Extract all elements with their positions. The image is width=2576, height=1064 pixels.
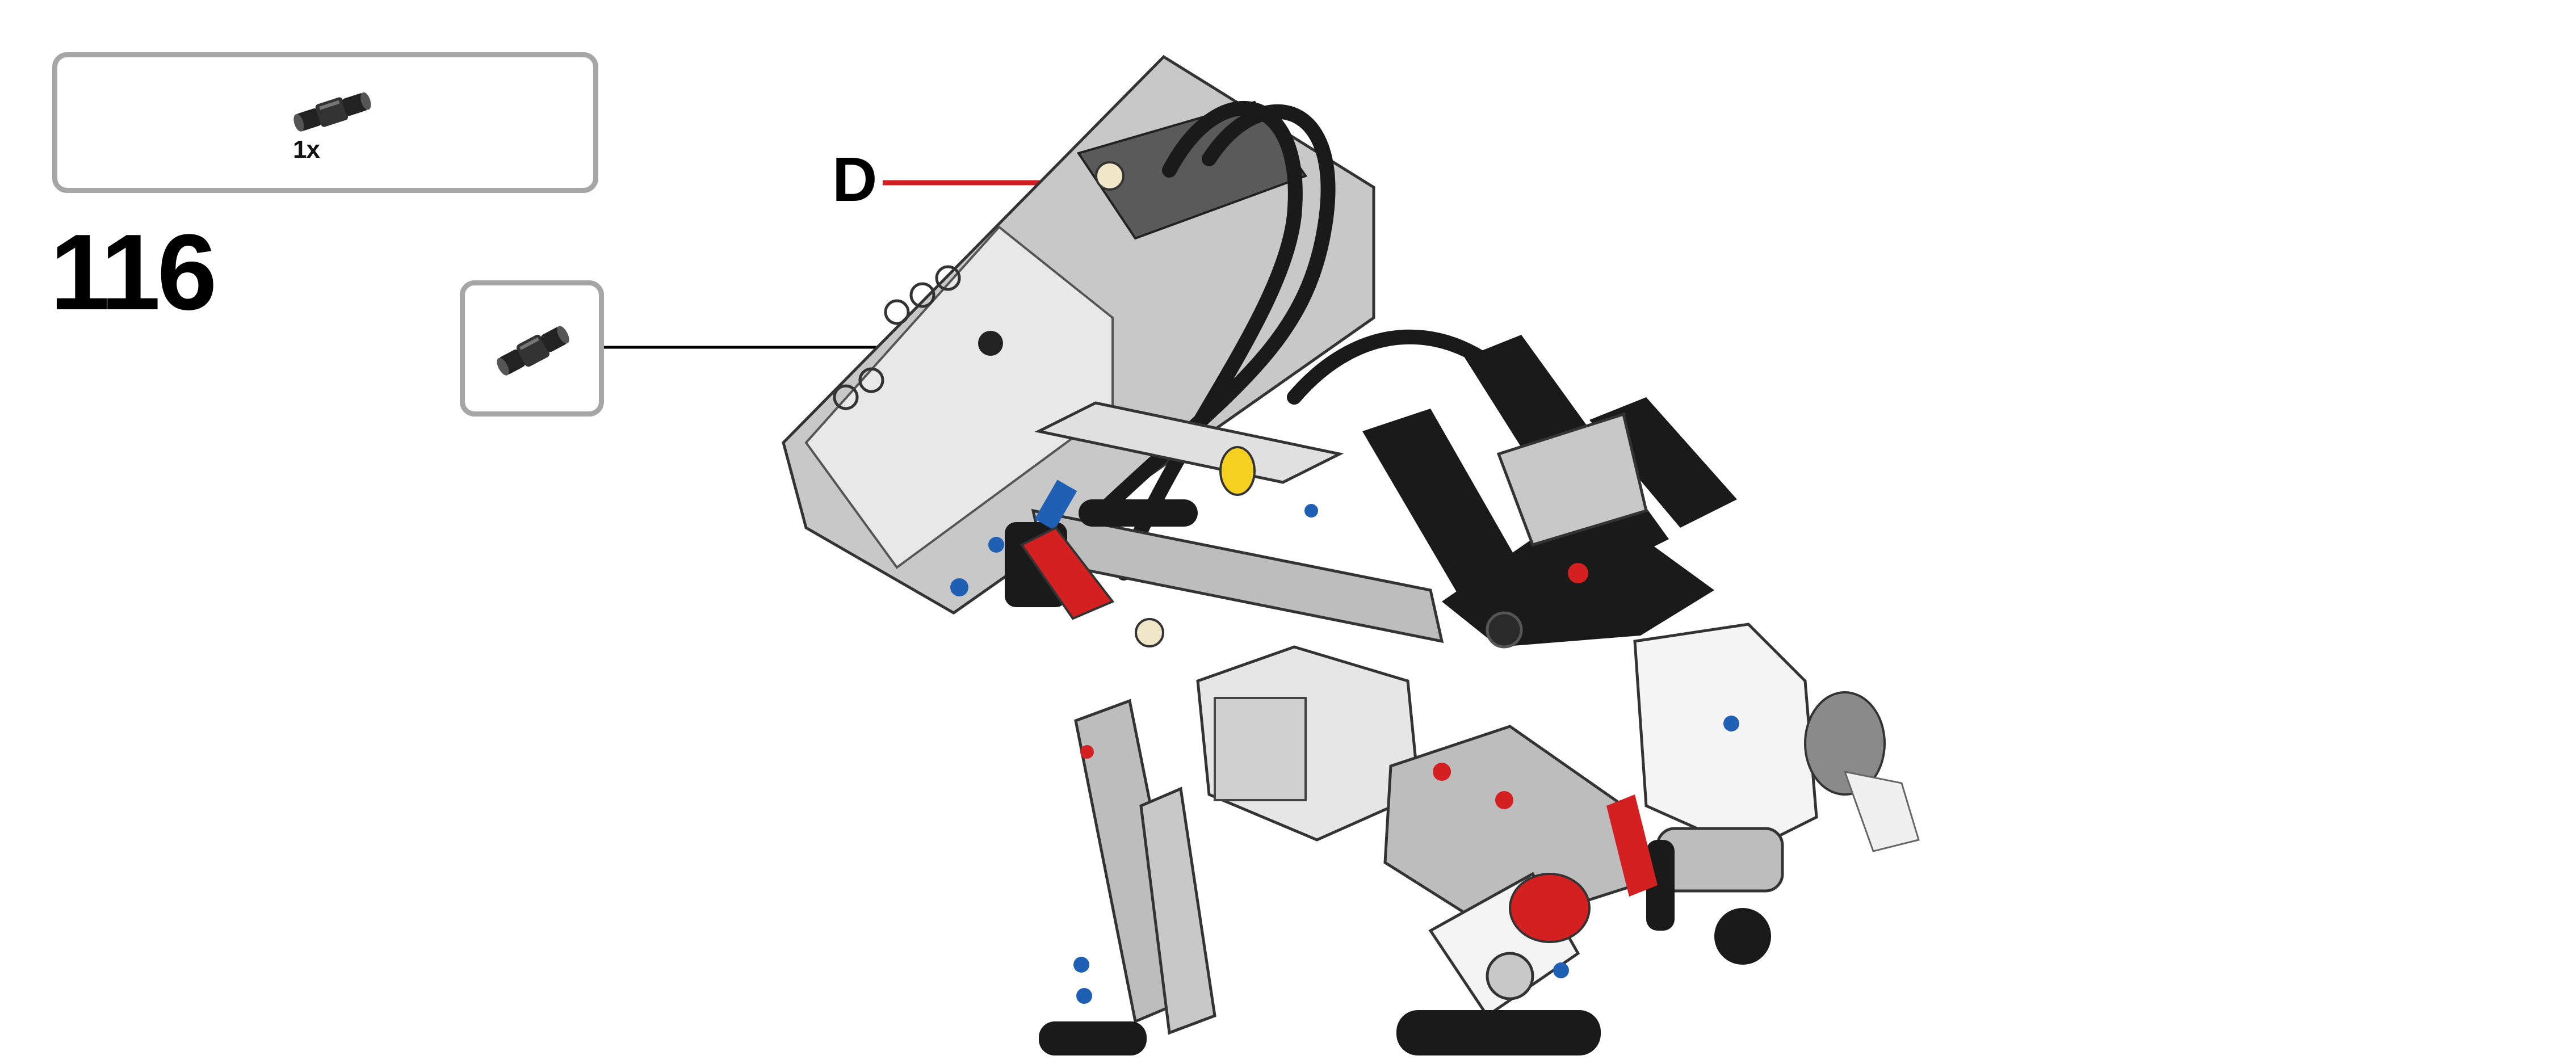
parts-list-box: 1x	[52, 52, 598, 193]
axle-pin-connector-icon	[293, 92, 371, 132]
ev3-brick	[782, 54, 1375, 615]
head-arms	[1362, 335, 1737, 649]
callout-box	[460, 280, 604, 417]
axle-pin-connector-icon	[497, 326, 569, 376]
step-number: 116	[50, 212, 217, 333]
port-label-d: D	[832, 145, 878, 215]
cable-plug	[1135, 618, 1164, 647]
yellow-gear	[1219, 446, 1256, 496]
back-leg-left	[1039, 699, 1216, 1055]
neck-beams	[950, 401, 1444, 644]
front-section	[1633, 623, 1920, 965]
part-quantity: 1x	[293, 136, 320, 163]
front-leg	[1396, 794, 1658, 1055]
